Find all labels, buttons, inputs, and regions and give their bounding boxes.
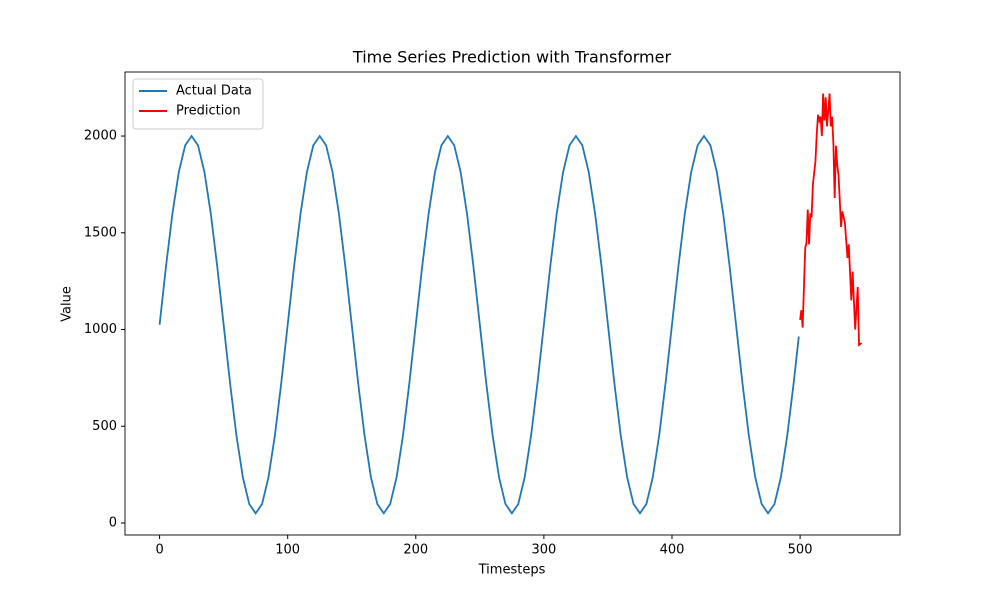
x-tick-label: 200 <box>403 543 428 558</box>
x-tick-label: 400 <box>660 543 685 558</box>
y-tick-label: 500 <box>92 419 117 434</box>
x-tick-label: 300 <box>531 543 556 558</box>
x-tick-label: 100 <box>275 543 300 558</box>
x-axis-label: Timesteps <box>478 563 546 578</box>
chart-title: Time Series Prediction with Transformer <box>352 48 672 67</box>
series-line <box>799 93 863 347</box>
x-tick-label: 0 <box>155 543 163 558</box>
plot-frame <box>124 71 901 536</box>
y-tick-label: 2000 <box>84 129 117 144</box>
legend-label: Prediction <box>176 104 241 119</box>
y-axis-label: Value <box>60 286 75 322</box>
y-tick-label: 0 <box>109 516 117 531</box>
legend-label: Actual Data <box>176 84 252 99</box>
x-tick-label: 500 <box>788 543 813 558</box>
y-tick-label: 1000 <box>84 322 117 337</box>
y-tick-label: 1500 <box>84 225 117 240</box>
series-line <box>158 134 800 515</box>
